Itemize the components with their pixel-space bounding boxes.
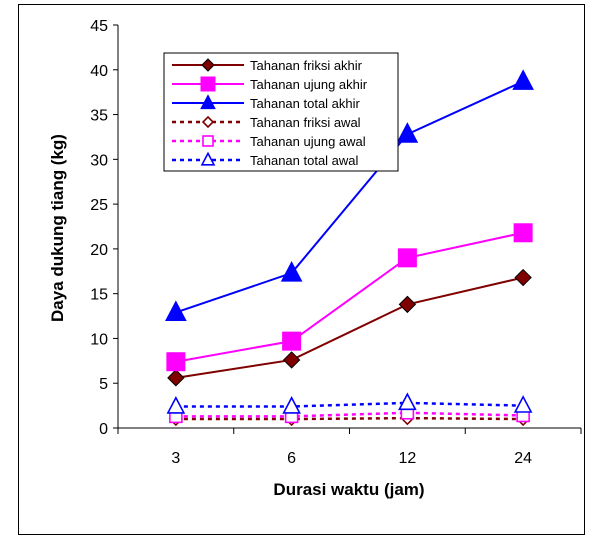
y-tick-label: 25: [90, 197, 108, 214]
y-tick-label: 5: [99, 376, 108, 393]
data-point-square: [513, 223, 533, 243]
series-line: [175, 276, 524, 379]
data-point-square: [397, 248, 417, 268]
y-tick-label: 15: [90, 287, 108, 304]
chart-frame: [18, 4, 585, 535]
data-point-triangle: [398, 392, 417, 411]
data-point-diamond: [398, 295, 417, 314]
legend-marker-diamond: [201, 58, 215, 72]
series-markers: [165, 69, 534, 427]
legend-box: [163, 52, 399, 172]
y-tick-label: 30: [90, 152, 108, 169]
data-point-diamond: [514, 268, 532, 287]
y-tick-label: 35: [90, 108, 108, 125]
data-point-triangle: [396, 122, 419, 143]
y-axis-title: Daya dukung tiang (kg): [48, 134, 67, 322]
data-point-square: [282, 331, 302, 351]
data-point-triangle: [166, 395, 186, 414]
legend-label: Tahanan friksi akhir: [250, 58, 363, 73]
y-tick-label: 40: [90, 63, 108, 80]
legend-label: Tahanan ujung akhir: [250, 77, 368, 92]
x-axis-title: Durasi waktu (jam): [273, 480, 424, 499]
data-point-triangle: [280, 260, 303, 282]
series-line: [175, 401, 524, 408]
x-tick-label: 6: [287, 450, 296, 467]
x-tick-label: 3: [171, 450, 180, 467]
legend-label: Tahanan ujung awal: [250, 134, 366, 149]
legend-marker-square: [200, 76, 216, 92]
y-tick-label: 20: [90, 242, 108, 259]
data-point-triangle: [282, 395, 301, 414]
data-point-square: [166, 352, 186, 372]
x-axis-ticks: 3 6 12 24: [117, 428, 582, 467]
y-tick-label: 10: [90, 331, 108, 348]
legend-marker-triangle: [200, 94, 216, 110]
data-point-triangle: [165, 300, 187, 321]
series-line: [175, 80, 524, 314]
legend-label: Tahanan total akhir: [250, 96, 361, 111]
y-tick-label: 45: [90, 18, 108, 35]
y-axis-ticks: 0 5 10 15 20 25 30 35 40 45: [90, 18, 118, 438]
legend-marker-triangle: [200, 151, 216, 166]
series-lines: [175, 80, 524, 421]
legend-label: Tahanan friksi awal: [250, 115, 361, 130]
y-tick-label: 0: [99, 421, 108, 438]
legend: Tahanan friksi akhir Tahanan ujung akhir T…: [163, 52, 399, 172]
series-line: [175, 416, 524, 421]
series-line: [175, 411, 524, 418]
series-line: [175, 231, 524, 363]
data-point-triangle: [512, 69, 534, 90]
x-tick-label: 24: [514, 450, 532, 467]
legend-label: Tahanan total awal: [250, 153, 359, 168]
legend-marker-diamond: [201, 115, 215, 129]
data-point-triangle: [513, 395, 533, 413]
data-point-diamond: [167, 369, 185, 387]
x-tick-label: 12: [398, 450, 416, 467]
data-point-diamond: [282, 351, 301, 369]
legend-marker-square: [202, 135, 214, 147]
